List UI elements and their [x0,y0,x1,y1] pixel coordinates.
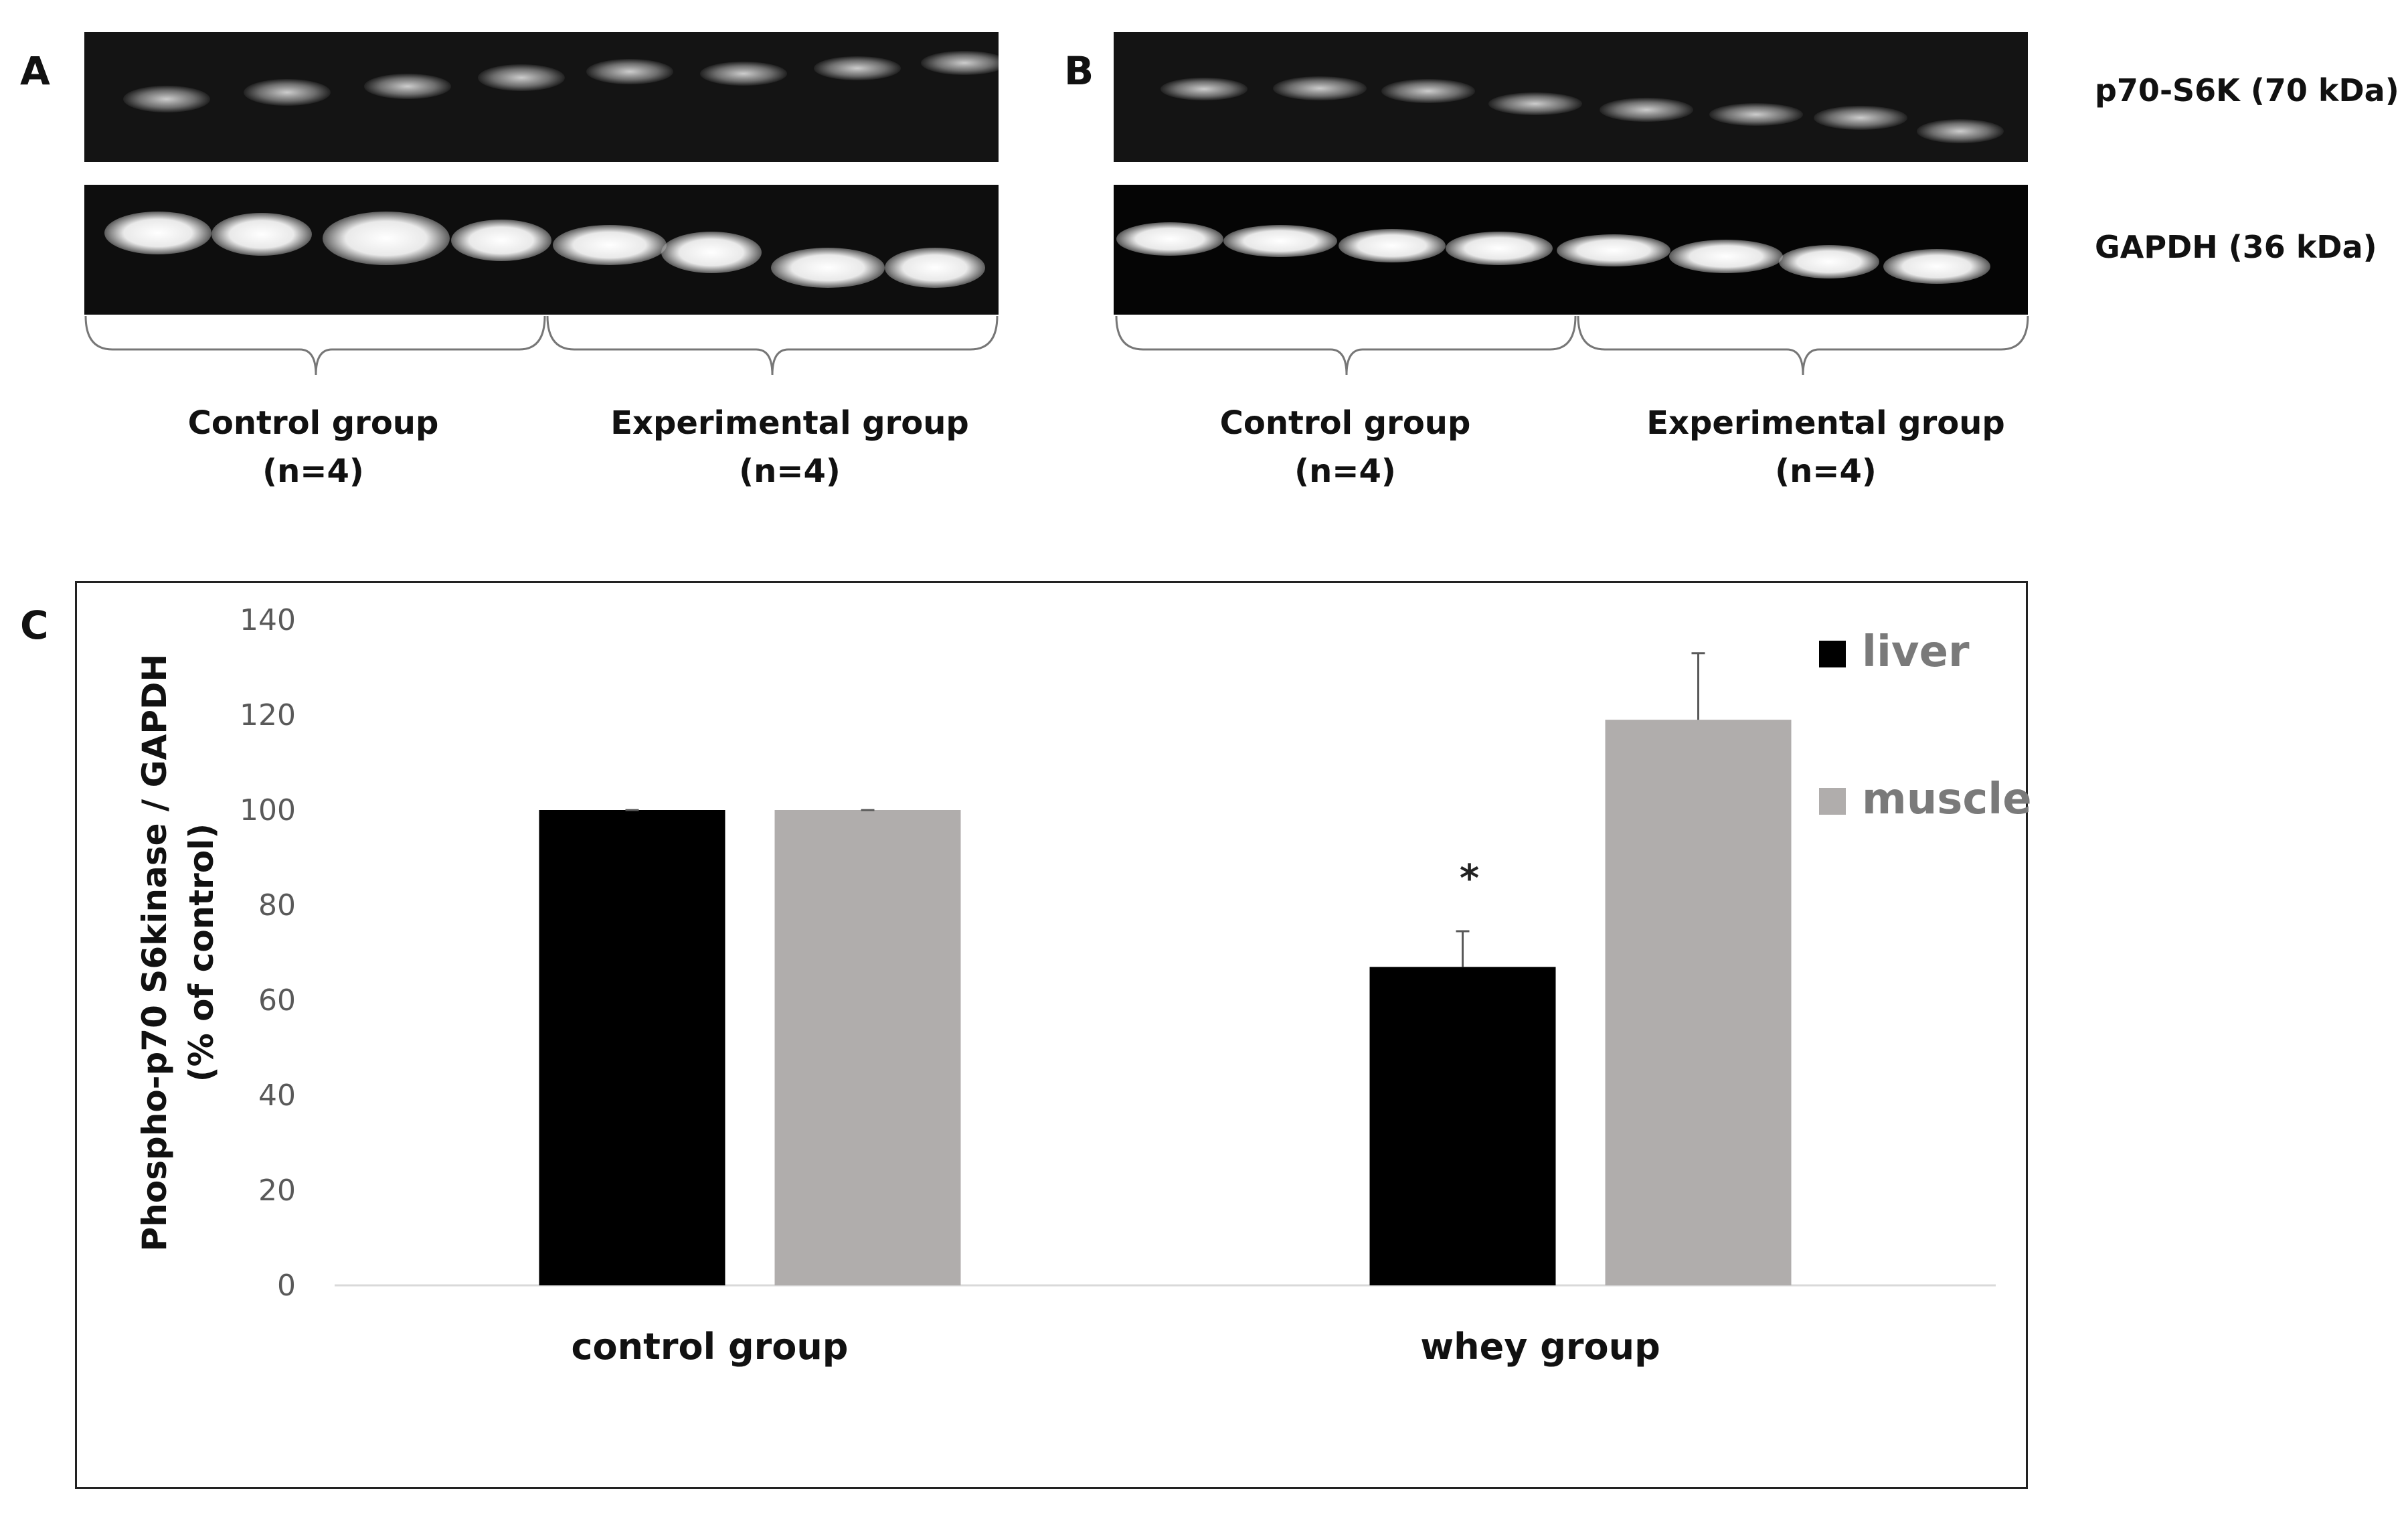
blot-band [451,220,551,261]
y-axis-label-line-1: Phospho-p70 S6kinase / GAPDH [135,654,174,1252]
blot-b-gapdh [1114,185,2028,315]
brace-a-experimental [546,315,999,376]
group-label-a-control-n: (n=4) [262,453,364,490]
blot-band [123,86,210,112]
blot-label-gapdh: GAPDH (36 kDa) [2095,229,2377,265]
y-tick-label: 60 [258,983,296,1018]
legend-label-muscle: muscle [1862,775,2032,824]
x-category-label: control group [572,1326,849,1368]
blot-band [364,74,451,99]
group-label-b-experimental: Experimental group (n=4) [1625,399,2027,495]
y-axis-label-line-2: (% of control) [182,823,221,1082]
group-label-a-experimental-n: (n=4) [739,453,841,490]
blot-band [1557,234,1670,266]
brace-a-control [84,315,546,376]
group-label-a-control-name: Control group [187,404,439,442]
blot-band [1339,229,1446,262]
panel-letter-b: B [1064,48,1094,94]
blot-band [1223,225,1337,257]
blot-band [1600,98,1693,122]
blot-band [553,225,667,265]
y-tick-label: 140 [240,603,296,637]
blot-band [323,212,450,265]
brace-b-experimental [1577,315,2029,376]
blot-band [1917,119,2004,143]
legend-swatch-liver [1819,641,1846,667]
blot-label-p70: p70-S6K (70 kDa) [2095,72,2399,108]
blot-band [211,213,312,256]
group-label-b-control-n: (n=4) [1294,453,1396,490]
blot-band [478,64,565,91]
blot-band [586,59,673,84]
blot-band [104,212,211,254]
group-label-a-experimental: Experimental group (n=4) [589,399,991,495]
group-label-b-experimental-name: Experimental group [1646,404,2005,442]
blot-band [1709,103,1803,126]
panel-letter-a: A [20,48,50,94]
blot-band [1381,79,1475,103]
bar-liver-1 [1369,967,1556,1285]
blot-b-p70 [1114,32,2028,162]
panel-letter-c: C [20,603,49,648]
blot-a-p70 [84,32,999,162]
significance-annotation: * [1460,857,1479,900]
blot-band [1883,249,1990,284]
y-tick-label: 100 [240,793,296,827]
blot-band [1116,222,1223,256]
blot-band [1814,106,1907,130]
blot-band [1273,76,1367,100]
blot-band [771,248,885,288]
group-label-b-control: Control group (n=4) [1178,399,1513,495]
blot-band [1160,78,1248,100]
y-tick-label: 120 [240,698,296,732]
blot-band [1669,240,1783,273]
group-label-a-control: Control group (n=4) [146,399,481,495]
blot-a-gapdh [84,185,999,315]
blot-band [921,51,999,75]
group-label-b-control-name: Control group [1219,404,1471,442]
bar-muscle-0 [774,810,961,1285]
y-tick-label: 0 [277,1269,296,1303]
blot-band [661,232,762,273]
bar-muscle-1 [1605,720,1792,1285]
group-braces [84,315,2029,376]
y-tick-label: 40 [258,1078,296,1113]
legend-label-liver: liver [1862,627,1970,677]
group-label-b-experimental-n: (n=4) [1775,453,1877,490]
legend-swatch-muscle [1819,788,1846,815]
blot-band [885,248,985,288]
blot-band [1446,232,1553,265]
bar-liver-0 [539,810,725,1285]
x-category-label: whey group [1420,1326,1660,1368]
blot-band [814,56,901,80]
blot-band [1779,245,1879,278]
group-label-a-experimental-name: Experimental group [610,404,969,442]
y-tick-label: 20 [258,1174,296,1208]
blot-band [700,62,787,86]
blot-band [244,79,331,106]
brace-b-control [1115,315,1577,376]
blot-band [1488,92,1582,115]
y-tick-label: 80 [258,888,296,923]
chart-frame [75,581,2028,1489]
